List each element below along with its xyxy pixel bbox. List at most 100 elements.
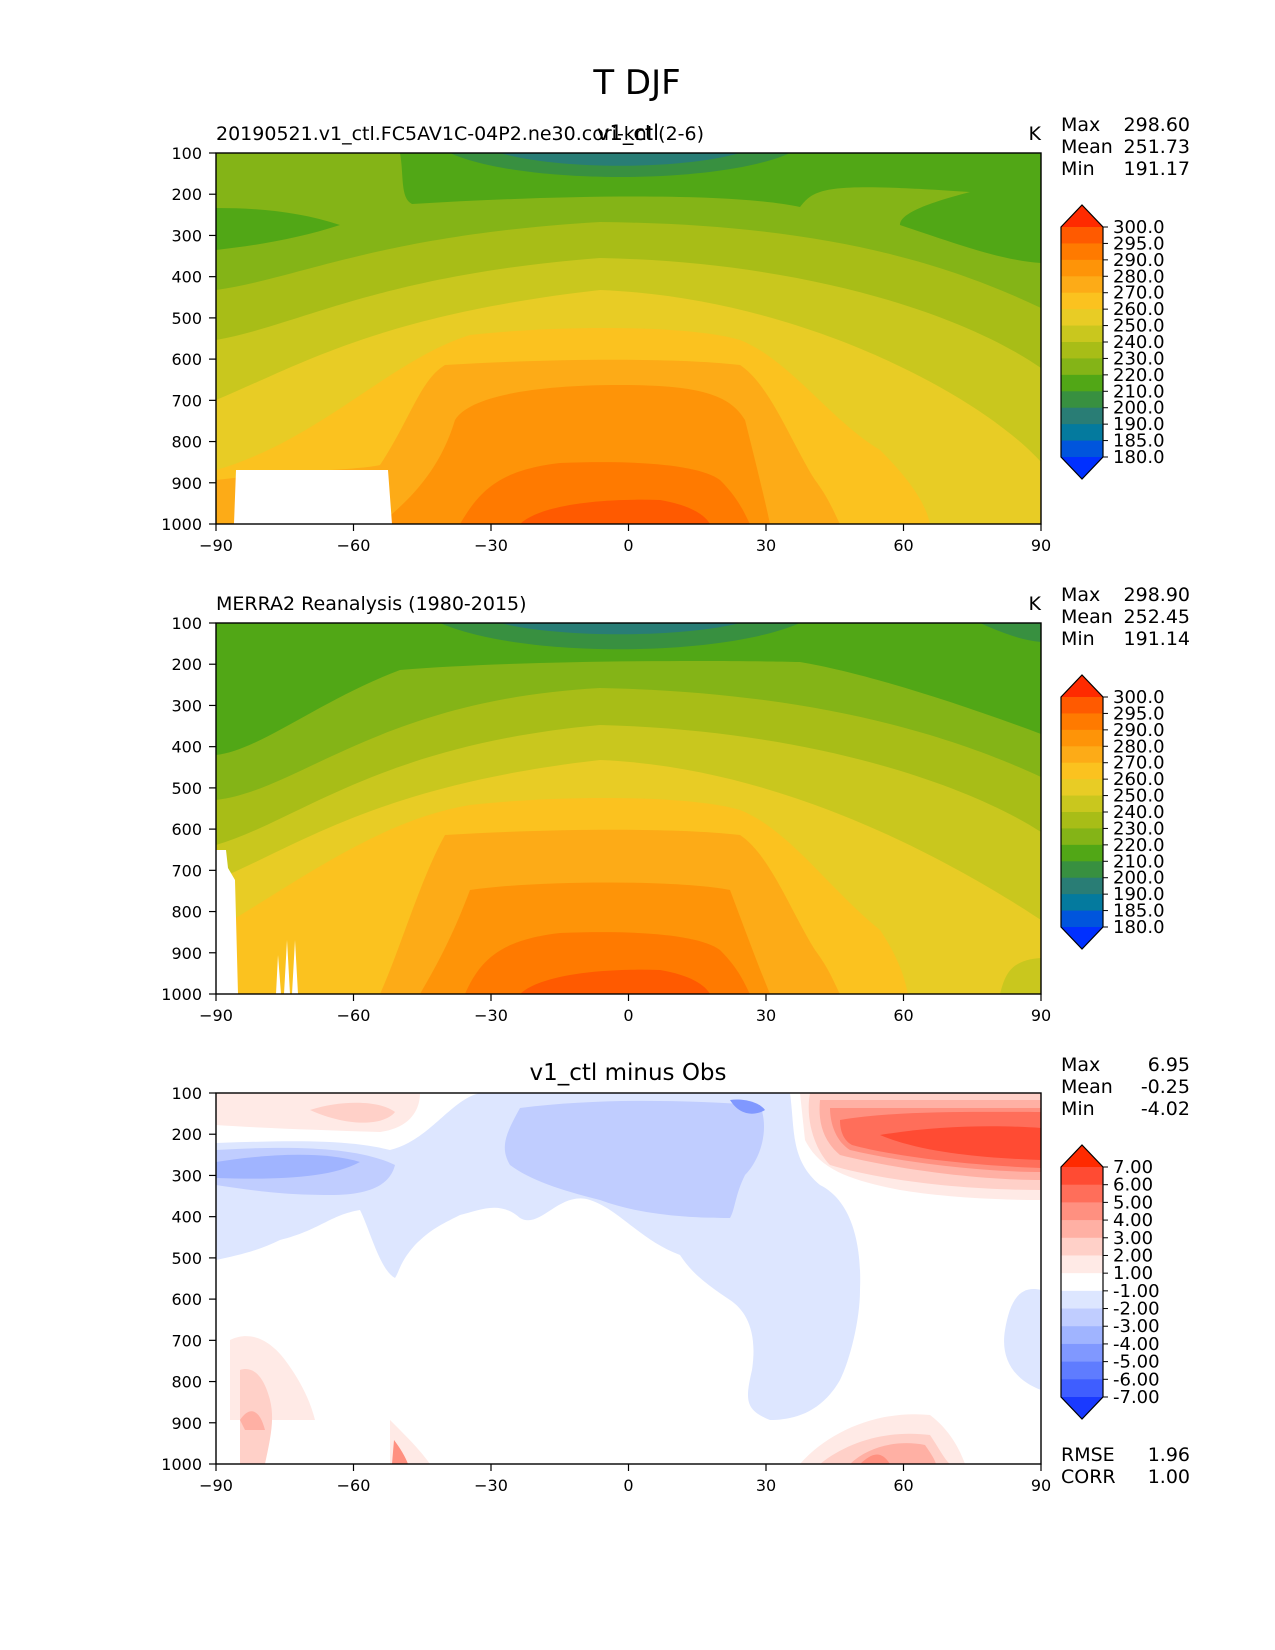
- colorbar-tick-label: -5.00: [1113, 1352, 1160, 1373]
- colorbar-swatch: [1061, 391, 1103, 409]
- colorbar-tick-label: -2.00: [1113, 1299, 1160, 1320]
- colorbar-tick-label: 260.0: [1113, 299, 1165, 320]
- colorbar-tick-label: 6.00: [1113, 1175, 1153, 1196]
- colorbar-tick-label: -4.00: [1113, 1334, 1160, 1355]
- y-tick-label: 800: [171, 1373, 202, 1392]
- stat-value: 191.14: [1124, 628, 1190, 650]
- colorbar-swatch: [1061, 894, 1103, 912]
- stat-value: 6.95: [1148, 1054, 1190, 1076]
- contour-band-210: [440, 623, 800, 650]
- colorbar-tick-label: 290.0: [1113, 720, 1165, 741]
- colorbar-swatch: [1061, 877, 1103, 895]
- axis-ticks-reference: −90 −60 −30 0 30 60 90 100 200 300 400 500 600 700 800…: [161, 614, 1051, 1025]
- colorbar-swatch: [1061, 276, 1103, 294]
- colorbar-tick-label: 5.00: [1113, 1192, 1153, 1213]
- colorbar-swatch: [1061, 243, 1103, 261]
- colorbar-tick-label: 260.0: [1113, 769, 1165, 790]
- stats-box-model: Max 298.60 Mean 251.73 Min 191.17: [1061, 114, 1190, 180]
- stat-label: Mean: [1061, 136, 1113, 158]
- colorbar-tick-label: 185.0: [1113, 431, 1165, 452]
- x-tick-label: −30: [474, 536, 508, 555]
- contour-band-neg3: [216, 1154, 360, 1179]
- colorbar-swatch: [1061, 1255, 1103, 1274]
- colorbar-swatch: [1061, 861, 1103, 879]
- colorbar-tick-label: 250.0: [1113, 316, 1165, 337]
- colorbar-swatch: [1061, 910, 1103, 928]
- stat-label: Min: [1061, 1098, 1095, 1120]
- colorbar-tick-label: 240.0: [1113, 802, 1165, 823]
- colorbar-swatch: [1061, 762, 1103, 780]
- colorbar-tick-label: 295.0: [1113, 233, 1165, 254]
- colorbar-tick-label: 290.0: [1113, 250, 1165, 271]
- y-tick-label: 900: [171, 1414, 202, 1433]
- stat-value: -4.02: [1141, 1098, 1190, 1120]
- colorbar-extend-min: [1061, 457, 1103, 479]
- x-tick-label: 0: [623, 1006, 633, 1025]
- x-tick-label: −30: [474, 1006, 508, 1025]
- contour-band-300: [520, 499, 710, 524]
- y-tick-label: 400: [171, 1208, 202, 1227]
- units-label: K: [1029, 593, 1042, 615]
- x-tick-label: −60: [337, 536, 371, 555]
- colorbar-tick-label: 230.0: [1113, 818, 1165, 839]
- contour-band-200: [500, 153, 740, 166]
- stat-label: Max: [1061, 1054, 1100, 1076]
- stat-value: 191.17: [1124, 158, 1190, 180]
- contour-field-reference: [216, 623, 1041, 994]
- missing-data-strip: [276, 940, 298, 994]
- colorbar-swatch: [1061, 746, 1103, 764]
- colorbar-swatch: [1061, 227, 1103, 244]
- colorbar-swatch: [1061, 1273, 1103, 1292]
- stat-value: 1.00: [1148, 1466, 1190, 1488]
- colorbar-extend-min: [1061, 927, 1103, 949]
- missing-data-region: [216, 470, 392, 524]
- colorbar-tick-label: 270.0: [1113, 753, 1165, 774]
- colorbar-swatch: [1061, 828, 1103, 846]
- stat-value: 252.45: [1124, 606, 1190, 628]
- missing-data-region: [216, 850, 238, 994]
- colorbar-swatch: [1061, 1308, 1103, 1327]
- y-tick-label: 100: [171, 614, 202, 633]
- contour-band-250-right: [1000, 958, 1041, 994]
- colorbar-tick-label: 300.0: [1113, 687, 1165, 708]
- y-tick-label: 1000: [161, 985, 202, 1004]
- y-tick-label: 600: [171, 350, 202, 369]
- colorbar-swatch: [1061, 1220, 1103, 1239]
- colorbar-swatch: [1061, 779, 1103, 797]
- colorbar-swatch: [1061, 1361, 1103, 1380]
- stat-label: Min: [1061, 628, 1095, 650]
- y-tick-label: 300: [171, 1166, 202, 1185]
- stat-label: Mean: [1061, 1076, 1113, 1098]
- x-tick-label: 60: [893, 1006, 913, 1025]
- contour-band-neg2: [216, 1100, 765, 1218]
- colorbar-swatch: [1061, 1290, 1103, 1310]
- panel-title: v1_ctl minus Obs: [529, 1060, 726, 1086]
- x-tick-label: 30: [756, 536, 776, 555]
- y-tick-label: 400: [171, 738, 202, 757]
- contour-band-neg4: [730, 1099, 765, 1114]
- x-tick-label: −60: [337, 1006, 371, 1025]
- colorbar-swatch: [1061, 713, 1103, 731]
- x-tick-label: 60: [893, 1476, 913, 1495]
- colorbar-swatch: [1061, 697, 1103, 714]
- stat-value: -0.25: [1141, 1076, 1190, 1098]
- panel-reference: −90 −60 −30 0 30 60 90 100 200 300 400 500 600 700 800…: [161, 584, 1190, 1025]
- stat-value: 1.96: [1148, 1444, 1190, 1466]
- colorbar-swatch: [1061, 309, 1103, 327]
- colorbar-extend-max: [1061, 205, 1103, 227]
- y-tick-label: 800: [171, 903, 202, 922]
- y-tick-label: 600: [171, 820, 202, 839]
- contour-band-200: [500, 623, 740, 635]
- colorbar-tick-label: 220.0: [1113, 365, 1165, 386]
- y-tick-label: 300: [171, 226, 202, 245]
- stats-box-reference: Max 298.90 Mean 252.45 Min 191.14: [1061, 584, 1190, 650]
- y-tick-label: 1000: [161, 1455, 202, 1474]
- y-tick-label: 200: [171, 185, 202, 204]
- colorbar-tick-label: 7.00: [1113, 1157, 1153, 1178]
- stat-value: 251.73: [1124, 136, 1190, 158]
- y-tick-label: 500: [171, 1249, 202, 1268]
- figure-title: T DJF: [592, 63, 680, 103]
- y-tick-label: 1000: [161, 515, 202, 534]
- colorbar-difference: 7.006.005.004.003.002.001.00-1.00-2.00-3…: [1060, 1144, 1160, 1420]
